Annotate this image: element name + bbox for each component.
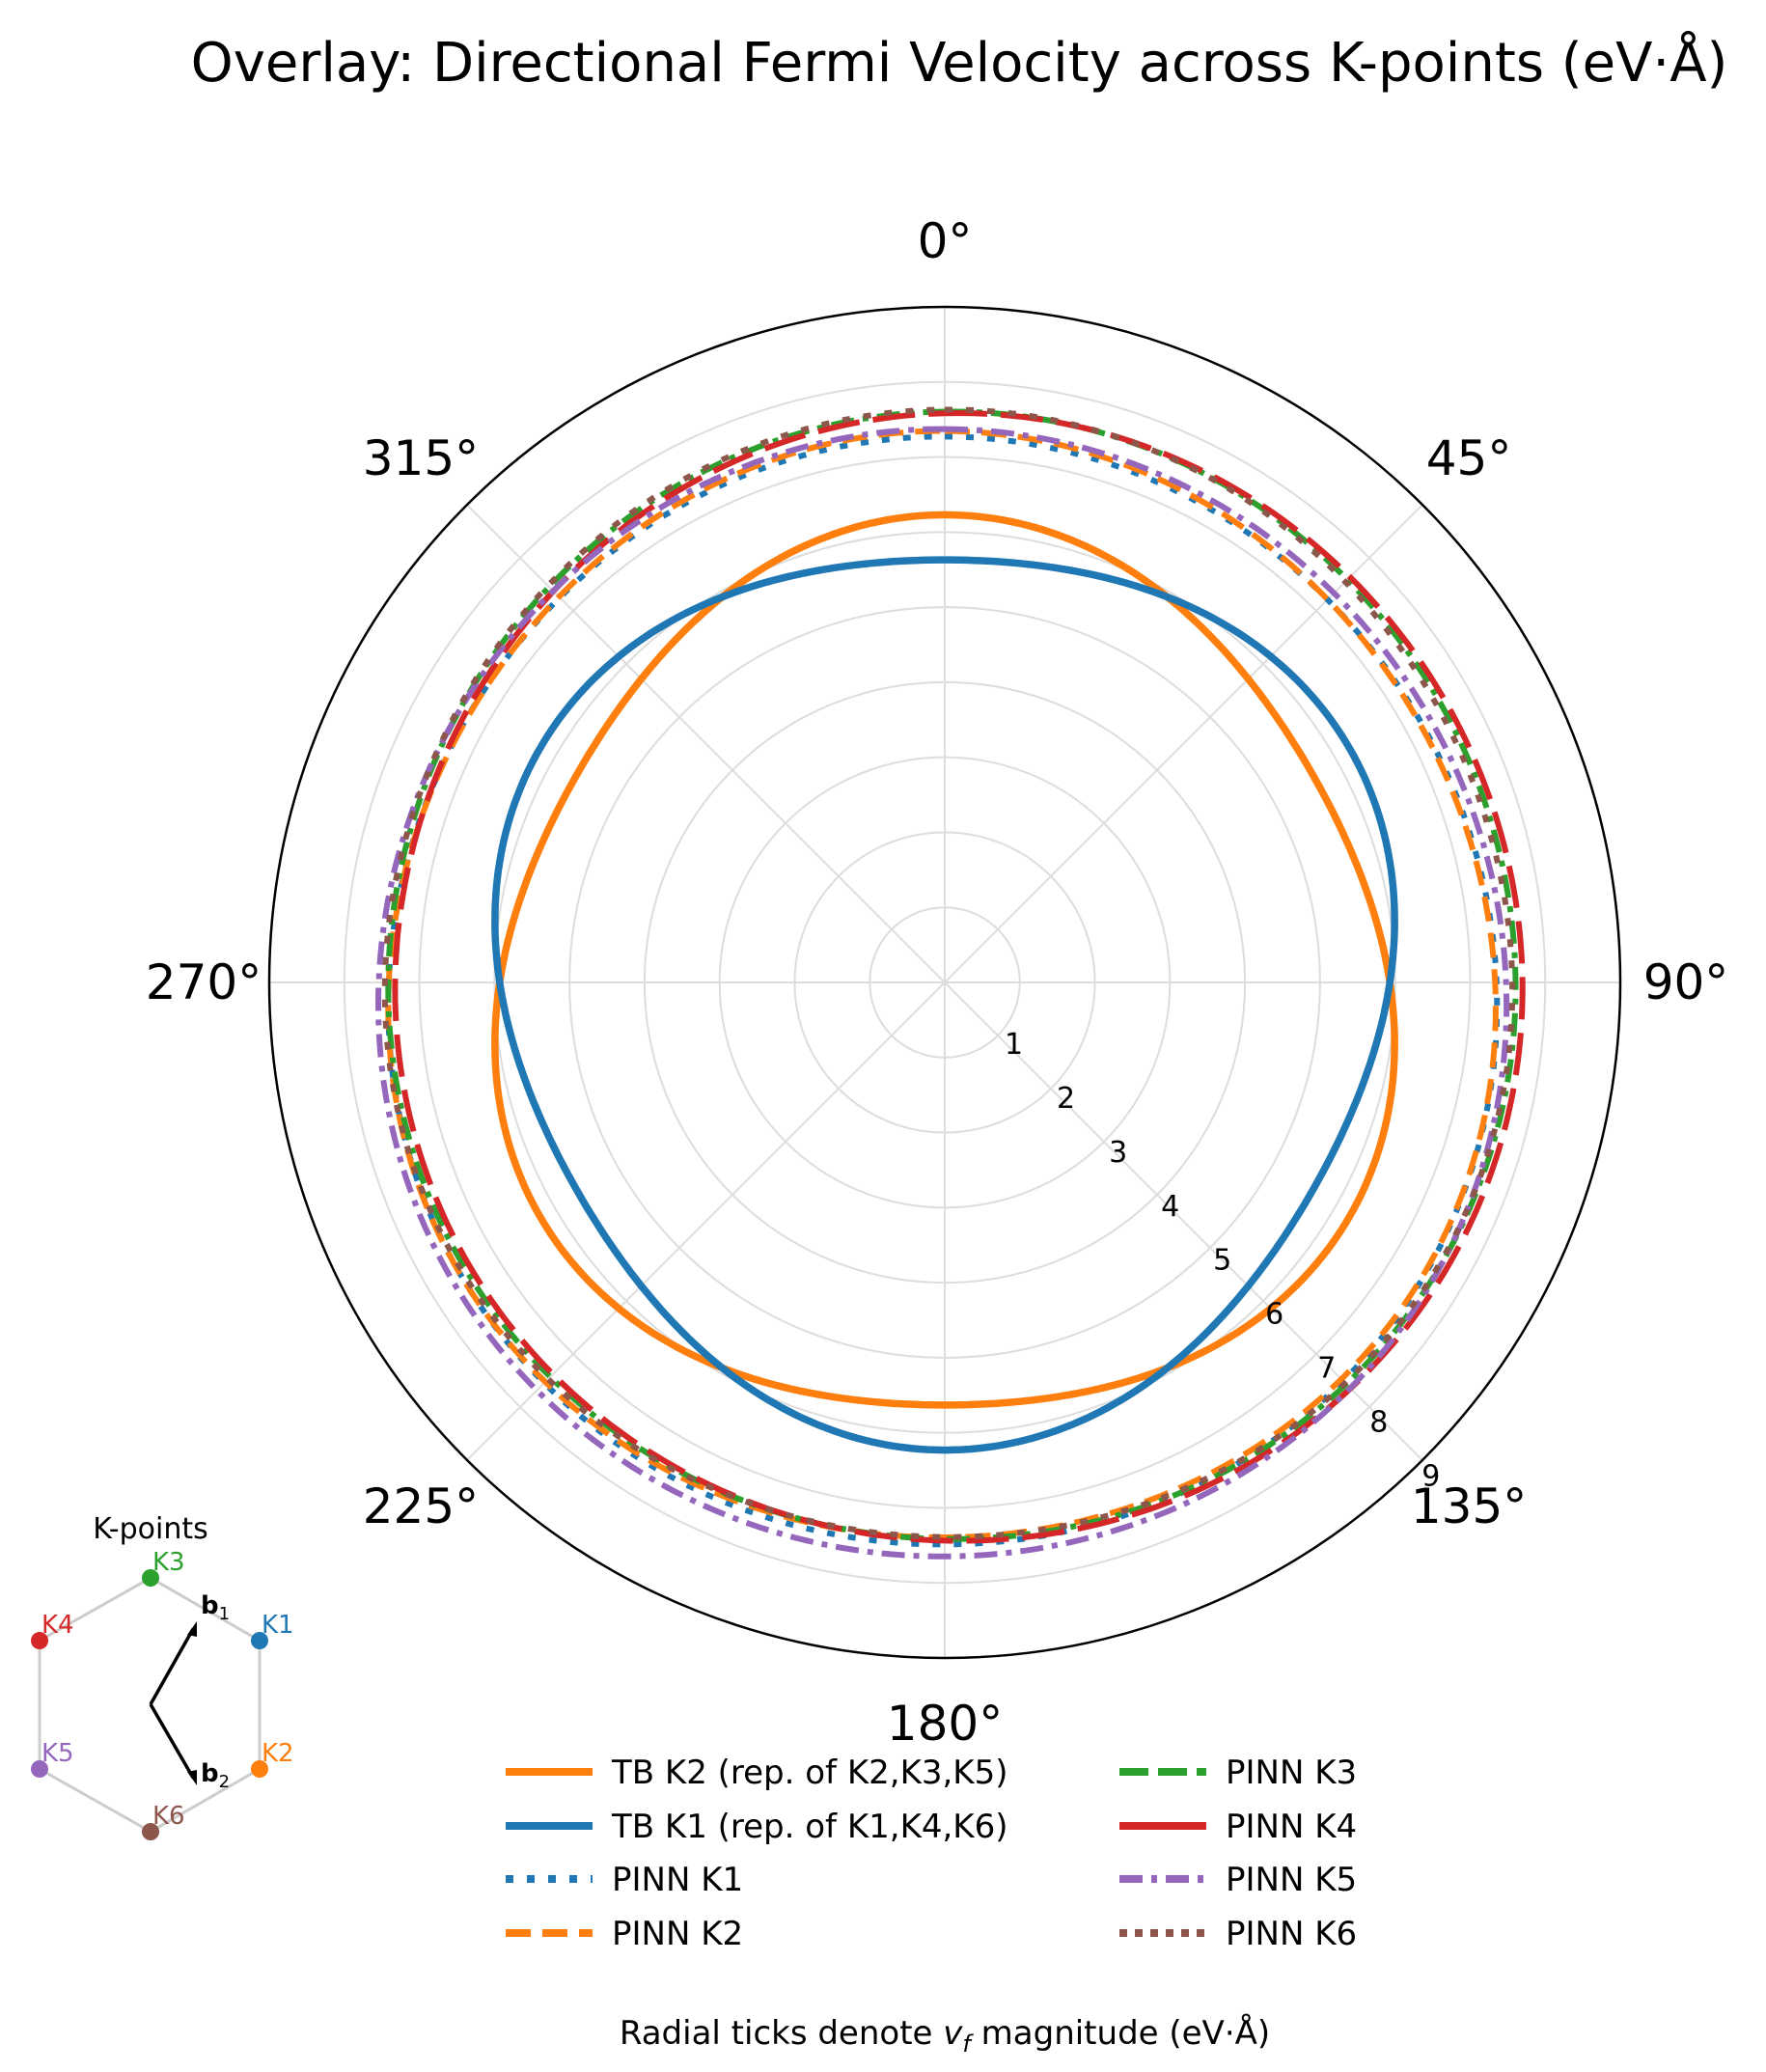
kpoint-k1-label: K1	[262, 1611, 294, 1640]
b1-arrowhead	[187, 1621, 197, 1637]
reciprocal-vector-b1: b1	[151, 1591, 230, 1704]
legend-label-1: TB K1 (rep. of K1,K4,K6)	[611, 1808, 1008, 1846]
kpoint-k3: K3	[142, 1548, 185, 1587]
angle-tick-90: 90°	[1643, 954, 1729, 1010]
radial-tick-4: 4	[1161, 1190, 1179, 1224]
b2-subscript: 2	[219, 1772, 230, 1792]
reciprocal-vector-b2: b2	[151, 1704, 230, 1792]
radial-tick-8: 8	[1369, 1406, 1388, 1440]
b1-letter: b	[201, 1591, 219, 1620]
legend-entry-1: TB K1 (rep. of K1,K4,K6)	[506, 1808, 1008, 1846]
kpoint-k4: K4	[31, 1611, 74, 1649]
kpoint-k2-label: K2	[262, 1739, 294, 1768]
radial-tick-5: 5	[1213, 1244, 1231, 1278]
kpoint-k3-label: K3	[152, 1548, 185, 1577]
caption-suffix: magnitude (eV·Å)	[971, 2013, 1270, 2053]
b1-arrow-shaft	[151, 1629, 193, 1704]
legend-label-7: PINN K6	[1226, 1915, 1357, 1953]
kpoint-k5-label: K5	[41, 1739, 74, 1768]
legend-entry-4: PINN K3	[1119, 1754, 1357, 1792]
angle-tick-0: 0°	[918, 213, 973, 269]
series-line-7	[385, 410, 1512, 1537]
inset-title: K-points	[93, 1512, 208, 1546]
chart-title: Overlay: Directional Fermi Velocity acro…	[191, 31, 1728, 95]
legend-label-0: TB K2 (rep. of K2,K3,K5)	[611, 1754, 1008, 1792]
radial-tick-2: 2	[1057, 1082, 1075, 1116]
angle-tick-315: 315°	[363, 430, 479, 486]
radial-tick-6: 6	[1265, 1298, 1283, 1332]
legend-entry-3: PINN K2	[506, 1915, 743, 1953]
legend-label-3: PINN K2	[612, 1915, 743, 1953]
kpoint-k1: K1	[251, 1611, 294, 1649]
legend-label-4: PINN K3	[1226, 1754, 1357, 1792]
radial-tick-9: 9	[1421, 1460, 1440, 1494]
legend: TB K2 (rep. of K2,K3,K5) TB K1 (rep. of …	[506, 1754, 1357, 1953]
b2-label: b2	[201, 1759, 230, 1792]
caption-prefix: Radial ticks denote	[620, 2014, 943, 2053]
angle-tick-180: 180°	[887, 1696, 1003, 1752]
kpoint-k4-label: K4	[41, 1611, 74, 1640]
radial-tick-1: 1	[1005, 1028, 1023, 1062]
legend-entry-7: PINN K6	[1119, 1915, 1357, 1953]
b2-arrowhead	[187, 1770, 197, 1785]
caption-variable: v	[943, 2014, 963, 2053]
angle-tick-270: 270°	[146, 954, 262, 1010]
kpoint-k6-label: K6	[152, 1802, 185, 1831]
radial-tick-7: 7	[1317, 1352, 1336, 1386]
legend-entry-6: PINN K5	[1119, 1861, 1357, 1899]
kpoints-inset: K-points K1 K2 K3 K4 K5 K6 b1	[31, 1512, 294, 1840]
kpoint-k6: K6	[142, 1802, 185, 1840]
b1-subscript: 1	[219, 1604, 230, 1624]
legend-entry-2: PINN K1	[506, 1861, 743, 1899]
legend-label-2: PINN K1	[612, 1861, 743, 1899]
kpoint-k5: K5	[31, 1739, 74, 1778]
radial-tick-3: 3	[1109, 1136, 1127, 1170]
b2-letter: b	[201, 1759, 219, 1788]
b1-label: b1	[201, 1591, 230, 1624]
radial-caption: Radial ticks denote vf magnitude (eV·Å)	[620, 2013, 1270, 2058]
legend-label-5: PINN K4	[1226, 1808, 1357, 1846]
kpoint-k2: K2	[251, 1739, 294, 1778]
legend-entry-0: TB K2 (rep. of K2,K3,K5)	[506, 1754, 1008, 1792]
polar-grid	[269, 307, 1620, 1658]
angle-tick-225: 225°	[363, 1478, 479, 1534]
legend-entry-5: PINN K4	[1119, 1808, 1357, 1846]
b2-arrow-shaft	[151, 1704, 193, 1778]
legend-label-6: PINN K5	[1226, 1861, 1357, 1899]
angle-tick-45: 45°	[1426, 430, 1512, 486]
